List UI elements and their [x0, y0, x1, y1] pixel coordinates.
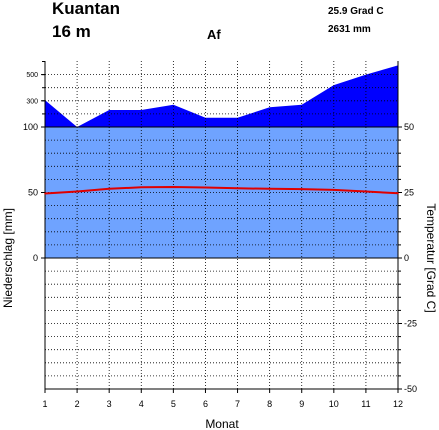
x-tick-label: 8	[267, 399, 272, 409]
x-tick-label: 12	[393, 399, 403, 409]
temperature-point	[172, 186, 175, 188]
right-tick-label: 0	[404, 253, 409, 263]
left-tick-label: 50	[28, 188, 38, 198]
axis-layer	[41, 61, 402, 393]
station-name: Kuantan	[52, 0, 120, 18]
x-tick-label: 6	[203, 399, 208, 409]
right-axis-title: Temperatur [Grad C]	[424, 203, 438, 312]
temperature-point	[300, 188, 303, 190]
x-axis-title: Monat	[205, 417, 239, 430]
x-tick-label: 3	[107, 399, 112, 409]
temperature-point	[140, 186, 143, 189]
right-tick-label: 25	[404, 188, 414, 198]
station-elevation: 16 m	[52, 22, 91, 41]
temperature-layer	[44, 185, 399, 195]
temperature-point	[204, 186, 207, 189]
left-tick-label: 0	[33, 253, 38, 263]
left-axis-title: Niederschlag [mm]	[1, 208, 15, 308]
x-tick-label: 11	[361, 399, 370, 409]
mean-temperature: 25.9 Grad C	[328, 6, 384, 17]
temperature-point	[76, 190, 78, 193]
temperature-point	[333, 189, 335, 191]
precipitation-excess-layer	[45, 65, 398, 127]
x-tick-label: 2	[75, 399, 80, 409]
climate-classification: Af	[207, 27, 221, 42]
x-tick-label: 1	[42, 399, 47, 409]
grid-layer	[45, 61, 398, 389]
right-tick-label: -25	[404, 319, 417, 329]
temperature-point	[236, 187, 239, 190]
temperature-point	[365, 190, 367, 193]
x-tick-label: 10	[329, 399, 339, 409]
temperature-point	[44, 192, 46, 195]
left-tick-label: 100	[23, 122, 38, 132]
x-tick-label: 5	[171, 399, 176, 409]
temperature-point	[108, 188, 110, 190]
x-tick-label: 7	[235, 399, 240, 409]
annual-precipitation: 2631 mm	[328, 24, 371, 35]
temperature-point	[268, 188, 271, 190]
left-tick-label: 500	[26, 72, 38, 79]
precipitation-excess-area	[45, 65, 398, 127]
right-tick-label: 50	[404, 122, 414, 132]
x-tick-label: 9	[299, 399, 304, 409]
temperature-point	[397, 192, 399, 195]
x-tick-label: 4	[139, 399, 144, 409]
right-tick-label: -50	[404, 384, 417, 394]
left-tick-label: 300	[26, 98, 38, 105]
temperature-line	[44, 185, 399, 195]
